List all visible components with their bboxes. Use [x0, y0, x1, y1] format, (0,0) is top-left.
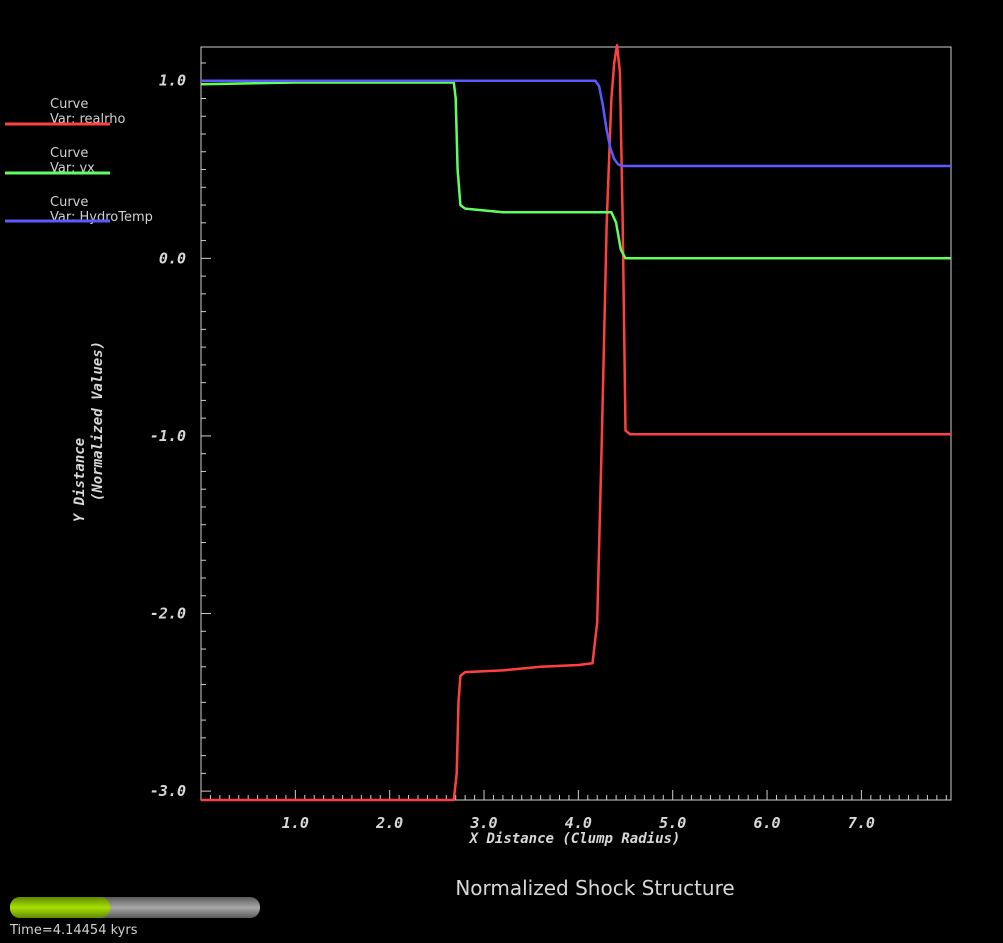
- series-lines: [200, 43, 951, 802]
- x-tick-label: 2.0: [375, 814, 403, 832]
- legend-entry-hydrotemp: Curve Var: HydroTemp: [5, 195, 153, 225]
- y-tick-label: 1.0: [159, 72, 186, 90]
- plot-frame: [200, 46, 952, 801]
- x-tick-label: 3.0: [469, 814, 497, 832]
- time-label: Time=4.14454 kyrs: [9, 923, 138, 938]
- legend-var: Var: HydroTemp: [50, 210, 153, 225]
- legend-name: Curve: [50, 146, 88, 161]
- legend: Curve Var: realrho Curve Var: vx Curve V…: [5, 97, 153, 225]
- chart-title: Normalized Shock Structure: [455, 876, 734, 900]
- x-axis-title: X Distance (Clump Radius): [469, 831, 681, 847]
- y-axis-title-line-2: (Normalized Values): [90, 341, 106, 501]
- y-tick-label: -2.0: [150, 605, 186, 623]
- y-axis-title: Y Distance (Normalized Values): [72, 341, 106, 522]
- y-tick-labels: 1.0 0.0 -1.0 -2.0 -3.0: [150, 72, 186, 800]
- x-minor-ticks: [209, 790, 947, 800]
- x-tick-label: 5.0: [659, 814, 686, 832]
- legend-entry-vx: Curve Var: vx: [5, 146, 110, 176]
- legend-name: Curve: [50, 195, 88, 210]
- x-tick-label: 4.0: [565, 814, 592, 832]
- y-minor-ticks: [201, 62, 211, 792]
- series-line-vx: [200, 81, 951, 260]
- series-line-realrho: [201, 43, 951, 802]
- legend-entry-realrho: Curve Var: realrho: [5, 97, 125, 127]
- x-tick-labels: 1.0 2.0 3.0 4.0 5.0 6.0 7.0: [282, 814, 875, 832]
- y-axis-title-line-1: Y Distance: [72, 438, 88, 522]
- y-tick-label: -1.0: [150, 427, 186, 445]
- x-tick-label: 6.0: [753, 814, 780, 832]
- y-tick-label: 0.0: [159, 249, 186, 267]
- progress-fill: [10, 897, 110, 918]
- y-tick-label: -3.0: [150, 782, 186, 800]
- legend-name: Curve: [50, 97, 88, 112]
- x-tick-label: 1.0: [282, 814, 309, 832]
- time-progress-bar: [10, 897, 260, 918]
- x-tick-label: 7.0: [848, 814, 875, 832]
- series-line-hydrotemp: [201, 79, 951, 168]
